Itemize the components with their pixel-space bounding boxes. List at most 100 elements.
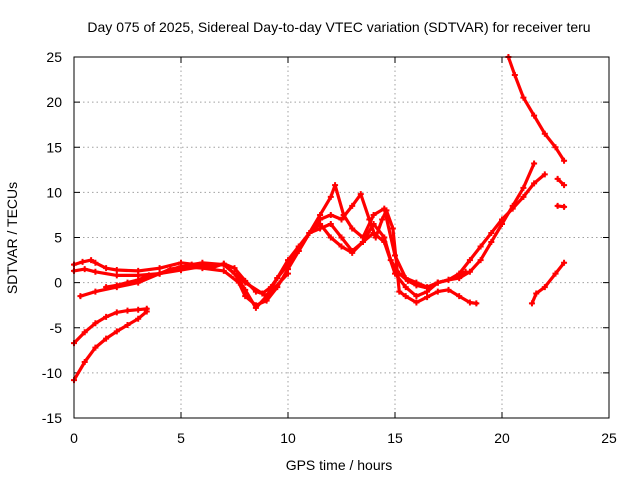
data-point: [372, 234, 379, 241]
data-point: [88, 257, 95, 264]
data-point: [389, 225, 396, 232]
data-point: [402, 275, 409, 282]
data-point: [143, 308, 150, 315]
data-point: [92, 268, 99, 275]
x-tick-label: 20: [494, 430, 510, 446]
data-point: [552, 144, 559, 151]
data-point: [520, 94, 527, 101]
data-point: [92, 344, 99, 351]
data-point: [113, 328, 120, 335]
data-point: [499, 216, 505, 223]
data-point: [349, 225, 356, 232]
data-point: [359, 234, 366, 241]
data-point: [156, 265, 163, 272]
data-point: [456, 272, 463, 279]
data-point: [531, 180, 538, 187]
data-point: [124, 279, 131, 286]
data-point: [317, 225, 324, 232]
data-point: [103, 265, 110, 272]
data-point: [113, 282, 120, 289]
data-point: [113, 272, 120, 279]
x-axis-title: GPS time / hours: [286, 457, 393, 473]
data-point: [252, 302, 259, 309]
data-point: [178, 264, 184, 271]
data-point: [466, 257, 473, 264]
data-point: [462, 268, 469, 275]
data-point: [327, 193, 334, 200]
data-point: [145, 272, 152, 279]
series-line-s10: [555, 176, 567, 188]
data-point: [199, 259, 206, 266]
data-point: [434, 288, 441, 295]
data-point: [135, 276, 142, 283]
data-point: [235, 279, 242, 286]
series-layer: [71, 54, 568, 384]
data-point: [92, 288, 99, 295]
series-line-s6: [71, 307, 149, 346]
data-point: [477, 257, 484, 264]
x-tick-label: 10: [280, 430, 296, 446]
data-point: [156, 270, 163, 277]
data-point: [445, 286, 452, 293]
data-point: [295, 248, 302, 255]
data-point: [413, 293, 420, 300]
y-tick-label: -5: [50, 320, 63, 336]
data-point: [220, 261, 227, 268]
data-point: [402, 293, 409, 300]
data-point: [81, 266, 88, 273]
data-point: [424, 294, 431, 301]
data-point: [541, 130, 548, 137]
series-line-s9: [529, 260, 567, 306]
data-point: [554, 202, 561, 209]
data-point: [349, 248, 356, 255]
y-tick-label: 20: [46, 94, 62, 110]
x-tick-label: 5: [177, 430, 185, 446]
data-point: [135, 315, 142, 322]
data-point: [124, 307, 131, 314]
data-point: [554, 175, 561, 182]
data-point: [561, 157, 568, 164]
data-point: [103, 335, 110, 342]
data-point: [520, 184, 527, 191]
data-point: [541, 284, 548, 291]
y-tick-labels: -15 -10 -5 0 5 10 15 20 25: [42, 49, 62, 426]
data-point: [231, 265, 238, 272]
data-point: [424, 284, 431, 291]
data-point: [520, 193, 527, 200]
data-point: [466, 299, 473, 306]
data-point: [349, 202, 356, 209]
data-point: [79, 258, 86, 265]
data-point: [402, 284, 409, 291]
y-tick-label: 5: [54, 230, 62, 246]
plot-frame: [73, 56, 610, 419]
data-point: [81, 329, 88, 336]
data-point: [511, 72, 518, 79]
data-point: [379, 216, 386, 223]
data-point: [533, 290, 540, 297]
data-point: [383, 207, 390, 214]
data-point: [413, 299, 420, 306]
data-point: [285, 257, 291, 264]
data-point: [338, 234, 345, 241]
data-point: [274, 275, 281, 282]
data-point: [242, 293, 249, 300]
data-point: [263, 293, 270, 300]
data-point: [488, 239, 495, 246]
data-point: [285, 270, 291, 277]
data-point: [357, 191, 364, 198]
data-point: [473, 300, 480, 307]
data-point: [434, 279, 441, 286]
x-tick-label: 15: [387, 430, 403, 446]
chart-title: Day 075 of 2025, Sidereal Day-to-day VTE…: [87, 19, 590, 35]
y-tick-label: -15: [42, 410, 62, 426]
data-point: [199, 265, 206, 272]
data-point: [92, 320, 99, 327]
data-point: [77, 293, 84, 300]
data-point: [477, 243, 484, 250]
data-point: [528, 300, 535, 307]
data-point: [327, 234, 334, 241]
data-point: [81, 359, 88, 366]
data-point: [509, 205, 516, 212]
data-point: [220, 267, 227, 274]
